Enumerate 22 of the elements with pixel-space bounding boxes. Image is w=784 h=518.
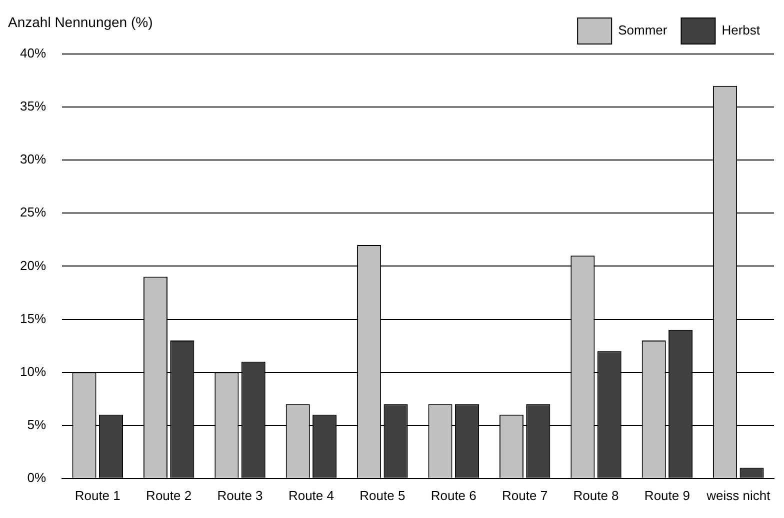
x-tick-label: Route 8 [573, 488, 619, 503]
x-tick-label: Route 1 [74, 488, 120, 503]
y-tick-label: 15% [20, 310, 46, 326]
y-tick-label: 20% [20, 258, 46, 273]
legend-label: Sommer [618, 22, 668, 38]
x-tick-label: Route 5 [360, 488, 406, 503]
y-tick-label: 10% [20, 364, 46, 379]
x-tick-label: Route 6 [430, 488, 476, 503]
x-tick-label: Route 7 [502, 488, 548, 503]
x-tick-label: Route 2 [146, 488, 192, 503]
y-tick-label: 40% [20, 46, 46, 61]
x-tick-label: weiss nicht [706, 488, 771, 503]
y-tick-label: 30% [20, 152, 46, 167]
x-tick-label: Route 4 [288, 488, 334, 503]
y-tick-label: 0% [27, 470, 46, 485]
x-tick-label: Route 9 [644, 488, 690, 503]
y-tick-label: 35% [20, 98, 46, 114]
y-tick-label: 25% [20, 204, 46, 220]
legend-label: Herbst [722, 22, 760, 38]
y-axis-title: Anzahl Nennungen (%) [8, 14, 153, 30]
x-tick-label: Route 3 [217, 488, 263, 503]
y-tick-label: 5% [27, 416, 46, 432]
